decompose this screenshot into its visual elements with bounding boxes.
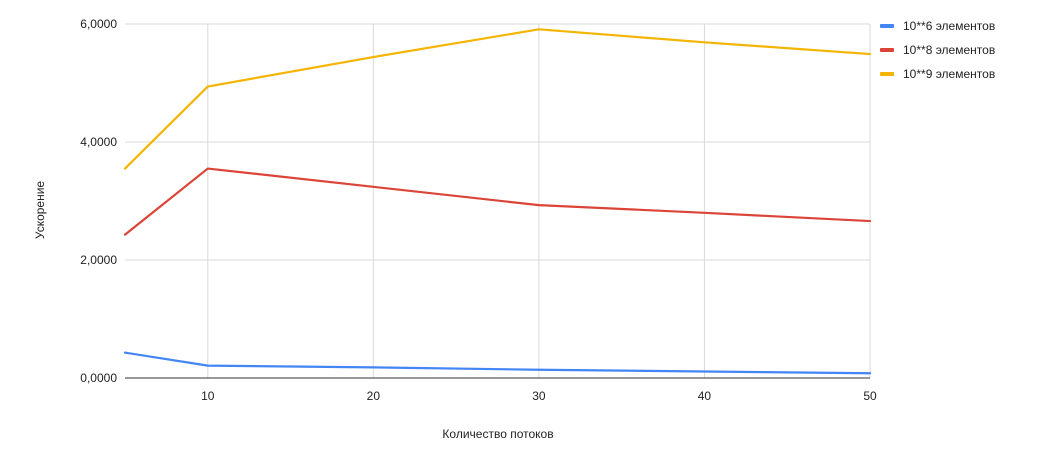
x-tick-label: 30 <box>532 389 546 403</box>
y-axis-title: Ускорение <box>33 181 47 240</box>
y-tick-label: 2,0000 <box>80 253 117 267</box>
legend-item: 10**6 элементов <box>872 14 1048 38</box>
x-tick-label: 40 <box>698 389 712 403</box>
x-axis-title: Количество потоков <box>442 427 553 441</box>
axes: 0,0000 2,0000 4,0000 6,0000 10 20 30 40 50 <box>80 17 877 403</box>
legend-label: 10**6 элементов <box>903 19 996 33</box>
legend-label: 10**9 элементов <box>903 67 996 81</box>
series-line-1 <box>123 351 872 375</box>
series-line-2 <box>123 167 872 236</box>
legend-swatch <box>880 24 894 28</box>
x-tick-label: 50 <box>863 389 877 403</box>
y-tick-label: 0,0000 <box>80 371 117 385</box>
y-tick-label: 6,0000 <box>80 17 117 31</box>
x-tick-label: 10 <box>201 389 215 403</box>
series-lines <box>123 28 872 375</box>
grid-lines <box>125 23 871 378</box>
legend: 10**6 элементов 10**8 элементов 10**9 элем… <box>872 14 1048 86</box>
legend-item: 10**9 элементов <box>872 62 1048 86</box>
legend-label: 10**8 элементов <box>903 43 996 57</box>
legend-swatch <box>880 48 894 52</box>
legend-swatch <box>880 72 894 76</box>
y-tick-label: 4,0000 <box>80 135 117 149</box>
legend-item: 10**8 элементов <box>872 38 1048 62</box>
x-tick-label: 20 <box>367 389 381 403</box>
series-line-3 <box>123 28 872 170</box>
